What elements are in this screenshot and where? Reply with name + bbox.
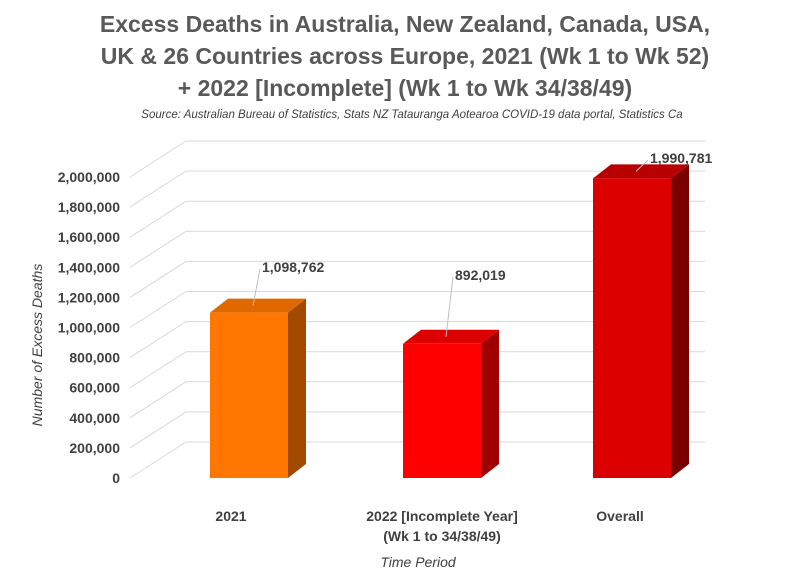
bar-side bbox=[481, 329, 499, 478]
x-axis-title: Time Period bbox=[380, 554, 457, 570]
data-label: 1,990,781 bbox=[650, 150, 712, 166]
y-tick-label: 200,000 bbox=[69, 440, 120, 456]
chart-title-line-2: UK & 26 Countries across Europe, 2021 (W… bbox=[101, 43, 709, 69]
y-tick-label: 2,000,000 bbox=[58, 169, 120, 185]
y-tick-label: 1,800,000 bbox=[58, 199, 120, 215]
x-axis-categories: 2021 2022 [Incomplete Year] (Wk 1 to 34/38… bbox=[215, 508, 643, 544]
x-category-label: (Wk 1 to 34/38/49) bbox=[383, 528, 501, 544]
gridline bbox=[129, 230, 705, 268]
y-tick-label: 600,000 bbox=[69, 380, 120, 396]
gridline bbox=[129, 381, 705, 419]
gridline bbox=[129, 321, 705, 359]
x-category-label: 2022 [Incomplete Year] bbox=[366, 508, 517, 524]
data-label-leader bbox=[635, 159, 649, 172]
gridlines bbox=[129, 140, 705, 479]
y-axis-title: Number of Excess Deaths bbox=[29, 264, 45, 427]
gridline bbox=[129, 411, 705, 449]
y-tick-label: 1,000,000 bbox=[58, 320, 120, 336]
data-labels: 1,098,762 892,019 1,990,781 bbox=[252, 150, 712, 337]
data-label-leader bbox=[252, 268, 261, 306]
gridline bbox=[129, 291, 705, 328]
y-tick-label: 400,000 bbox=[69, 410, 120, 426]
gridline bbox=[129, 260, 705, 298]
y-tick-label: 1,200,000 bbox=[58, 289, 120, 305]
y-tick-label: 1,600,000 bbox=[58, 229, 120, 245]
bar bbox=[403, 329, 499, 478]
gridline bbox=[129, 441, 705, 479]
x-category-label: 2021 bbox=[215, 508, 246, 524]
data-label: 892,019 bbox=[455, 267, 506, 283]
y-tick-label: 800,000 bbox=[69, 350, 120, 366]
gridline bbox=[129, 170, 705, 208]
chart-title-line-3: + 2022 [Incomplete] (Wk 1 to Wk 34/38/49… bbox=[178, 75, 632, 101]
bar-top bbox=[403, 329, 499, 344]
gridline bbox=[129, 200, 705, 238]
chart-title-line-1: Excess Deaths in Australia, New Zealand,… bbox=[100, 11, 710, 37]
x-category-label: Overall bbox=[596, 508, 643, 524]
gridline bbox=[129, 351, 705, 389]
bar-top bbox=[593, 164, 689, 179]
bar bbox=[593, 164, 689, 479]
gridline bbox=[129, 140, 705, 178]
y-tick-label: 1,400,000 bbox=[58, 259, 120, 275]
bar-side bbox=[671, 164, 689, 479]
bar-front bbox=[403, 343, 481, 478]
bar bbox=[210, 298, 306, 478]
bar-front bbox=[593, 178, 671, 479]
data-label: 1,098,762 bbox=[262, 259, 324, 275]
y-tick-label: 0 bbox=[112, 470, 120, 486]
y-axis-ticks: 0 200,000 400,000 600,000 800,000 1,000,000 1,… bbox=[58, 169, 121, 486]
bar-front bbox=[210, 312, 288, 478]
bars bbox=[210, 164, 689, 479]
chart-source: Source: Australian Bureau of Statistics,… bbox=[141, 109, 682, 121]
bar-side bbox=[288, 298, 306, 478]
bar-top bbox=[210, 298, 306, 313]
data-label-leader bbox=[445, 276, 454, 337]
